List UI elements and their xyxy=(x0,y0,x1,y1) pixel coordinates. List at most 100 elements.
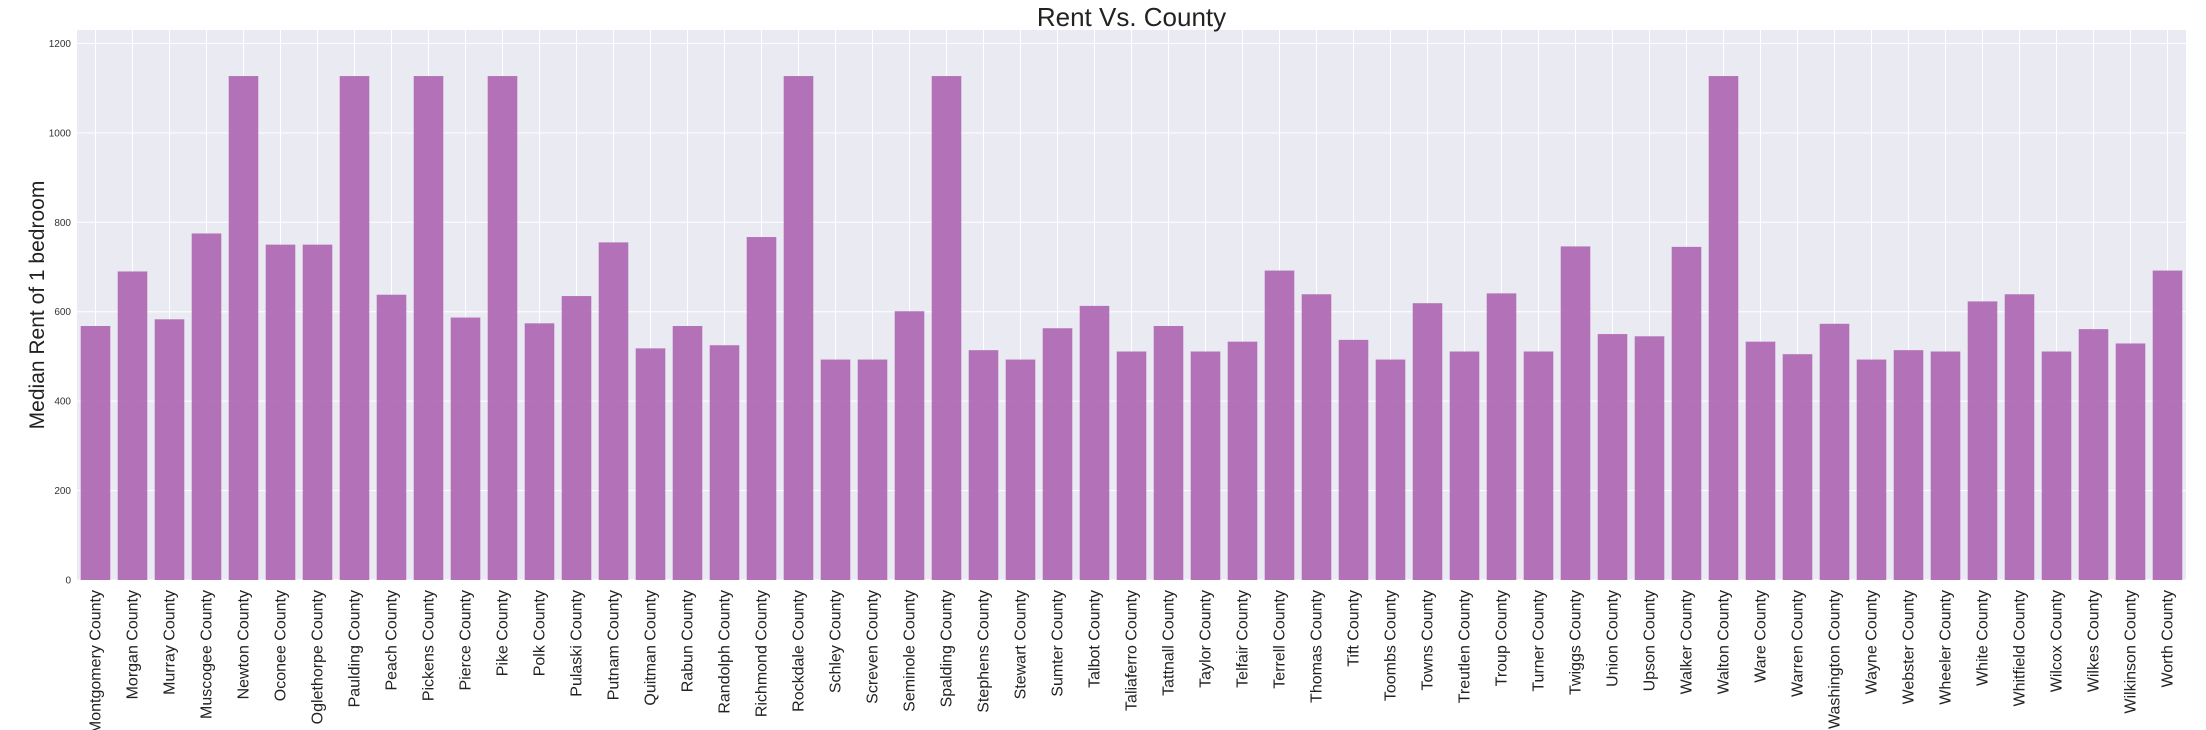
x-tick-label: Quitman County xyxy=(643,590,660,706)
x-tick-label: Walker County xyxy=(1679,590,1696,694)
x-tick-label: Schley County xyxy=(828,590,845,693)
bar xyxy=(1301,294,1332,580)
bar xyxy=(450,317,481,580)
bar xyxy=(968,350,999,580)
bar xyxy=(191,233,222,580)
y-tick-label: 400 xyxy=(54,397,71,408)
x-tick-label: Tattnall County xyxy=(1161,590,1178,696)
x-tick-label: Tift County xyxy=(1346,590,1363,667)
x-tick-label: Screven County xyxy=(865,590,882,704)
bar xyxy=(376,294,407,580)
bar xyxy=(931,76,962,580)
x-tick-label: Treutlen County xyxy=(1457,590,1474,703)
y-tick-label: 1000 xyxy=(49,128,72,139)
bar xyxy=(1671,246,1702,580)
bar xyxy=(228,76,259,580)
bar xyxy=(1930,351,1961,580)
x-tick-label: Upson County xyxy=(1642,590,1659,691)
x-tick-labels: Montgomery County Morgan County Murray Cou… xyxy=(88,590,2177,730)
x-tick-label: Pike County xyxy=(495,590,512,676)
x-tick-label: Rabun County xyxy=(680,590,697,692)
x-tick-label: Telfair County xyxy=(1235,590,1252,688)
bar xyxy=(1856,359,1887,580)
bar xyxy=(1412,303,1443,580)
bar xyxy=(1486,293,1517,580)
bar xyxy=(1005,359,1036,580)
x-tick-label: Warren County xyxy=(1790,590,1807,697)
x-tick-label: Morgan County xyxy=(125,590,142,699)
x-tick-label: Washington County xyxy=(1827,590,1844,729)
y-tick-label: 200 xyxy=(54,486,71,497)
x-tick-label: Taliaferro County xyxy=(1124,590,1141,711)
y-tick-labels: 0 200 400 600 800 1000 1200 xyxy=(49,39,72,587)
x-tick-label: Ware County xyxy=(1753,590,1770,683)
bar xyxy=(1338,339,1369,580)
bar xyxy=(2041,351,2072,580)
bar xyxy=(1597,334,1628,580)
x-tick-label: Newton County xyxy=(236,590,253,699)
bar xyxy=(1634,336,1665,580)
y-tick-label: 1200 xyxy=(49,39,72,50)
x-tick-label: Wilkinson County xyxy=(2123,590,2140,714)
bar xyxy=(598,242,629,580)
y-tick-label: 600 xyxy=(54,307,71,318)
bar xyxy=(746,237,777,580)
bar xyxy=(2078,329,2109,580)
x-tick-label: Thomas County xyxy=(1309,590,1326,703)
x-tick-label: Wilkes County xyxy=(2086,590,2103,692)
bar xyxy=(1560,246,1591,580)
x-tick-label: Walton County xyxy=(1716,590,1733,694)
x-tick-label: Seminole County xyxy=(902,590,919,712)
bar xyxy=(265,244,296,580)
bar xyxy=(1227,341,1258,580)
x-tick-label: Putnam County xyxy=(606,590,623,700)
bar xyxy=(1819,323,1850,580)
x-tick-label: Toombs County xyxy=(1383,590,1400,701)
x-tick-label: Stephens County xyxy=(976,590,993,713)
bar xyxy=(1782,354,1813,580)
x-tick-label: Twiggs County xyxy=(1568,590,1585,695)
x-tick-label: Muscogee County xyxy=(199,590,216,719)
x-tick-label: Paulding County xyxy=(347,590,364,707)
x-tick-label: Wilcox County xyxy=(2049,590,2066,692)
x-tick-label: Whitfield County xyxy=(2012,590,2029,707)
x-tick-label: Oglethorpe County xyxy=(310,590,327,724)
bar xyxy=(1042,328,1073,580)
bar xyxy=(524,323,555,580)
x-tick-label: Stewart County xyxy=(1013,590,1030,699)
bar xyxy=(2004,294,2035,580)
bar xyxy=(1523,351,1554,580)
x-tick-label: Montgomery County xyxy=(88,590,105,730)
bar xyxy=(2152,270,2183,580)
x-tick-label: Sumter County xyxy=(1050,590,1067,697)
x-tick-label: Pierce County xyxy=(458,590,475,691)
bar xyxy=(302,244,333,580)
x-tick-label: Worth County xyxy=(2160,590,2177,688)
x-tick-label: Wayne County xyxy=(1864,590,1881,694)
x-tick-label: Peach County xyxy=(384,590,401,691)
x-tick-label: Richmond County xyxy=(754,590,771,717)
bar xyxy=(1116,351,1147,580)
bar xyxy=(413,76,444,580)
bar xyxy=(894,311,925,580)
bar xyxy=(783,76,814,580)
x-tick-label: Webster County xyxy=(1901,590,1918,704)
bar xyxy=(117,271,148,580)
bar xyxy=(857,359,888,580)
x-tick-label: Polk County xyxy=(532,590,549,676)
x-tick-label: Spalding County xyxy=(939,590,956,707)
y-tick-label: 0 xyxy=(65,576,71,587)
y-axis-title: Median Rent of 1 bedroom xyxy=(26,181,49,430)
bar xyxy=(1967,301,1998,580)
bar xyxy=(154,319,185,580)
x-tick-label: Taylor County xyxy=(1198,590,1215,688)
x-tick-label: Oconee County xyxy=(273,590,290,701)
x-tick-label: Rockdale County xyxy=(791,590,808,712)
x-tick-label: Randolph County xyxy=(717,590,734,714)
bar xyxy=(1893,350,1924,580)
bar xyxy=(1153,326,1184,580)
bar xyxy=(820,359,851,580)
bar xyxy=(1449,351,1480,580)
bar xyxy=(1708,76,1739,580)
x-tick-label: White County xyxy=(1975,590,1992,686)
